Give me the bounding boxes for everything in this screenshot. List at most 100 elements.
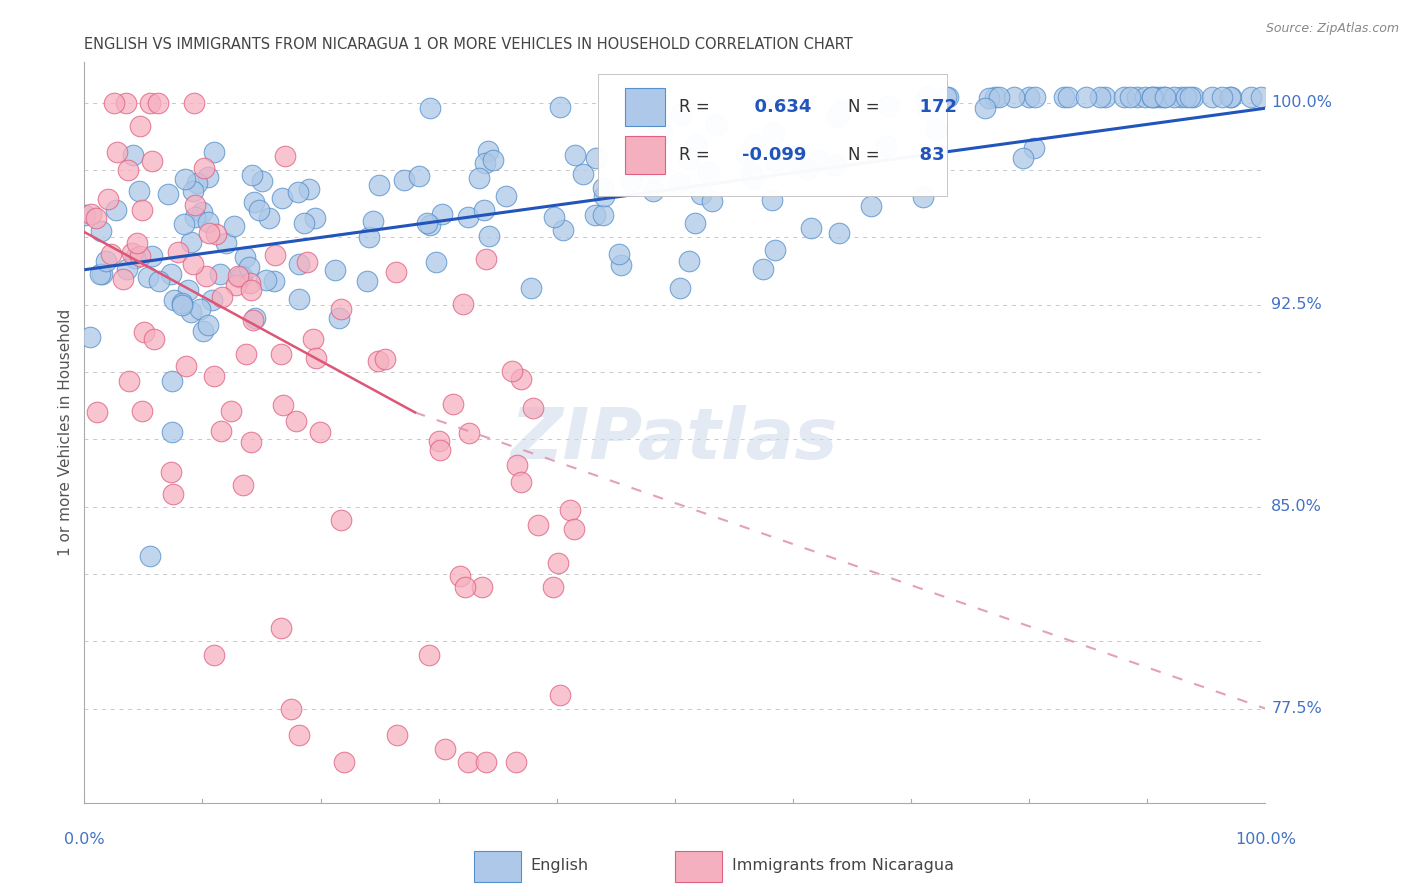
Point [245,311,267,326]
Text: 83: 83 [907,146,945,164]
Point [572,167,595,181]
Point [1119,90,1142,104]
Point [202,145,225,159]
Point [938,90,960,104]
Point [131,202,153,217]
Point [288,729,311,743]
Point [973,102,995,116]
Point [979,91,1001,105]
Point [685,137,707,152]
Point [454,581,477,595]
Point [1112,90,1135,104]
Point [295,254,318,268]
Point [215,235,238,250]
Point [593,189,616,203]
Text: N =: N = [848,98,880,116]
Point [271,191,294,205]
Point [1181,90,1204,104]
Point [183,198,205,212]
Point [505,756,527,770]
Point [292,216,315,230]
Text: 172: 172 [907,98,957,116]
Point [827,227,849,241]
FancyBboxPatch shape [474,851,522,882]
Point [620,174,643,188]
Point [184,210,207,224]
Point [543,210,565,224]
Point [323,263,346,277]
Point [100,247,122,261]
Point [607,246,630,260]
Point [328,311,350,326]
Point [197,215,219,229]
Point [138,95,160,110]
Text: Source: ZipAtlas.com: Source: ZipAtlas.com [1265,22,1399,36]
FancyBboxPatch shape [626,136,665,174]
Point [387,729,409,743]
Point [280,701,302,715]
Point [541,581,564,595]
Point [356,274,378,288]
Point [668,281,690,295]
Point [73,209,96,223]
Point [983,90,1005,104]
Point [181,184,204,198]
Point [1002,90,1025,104]
Point [433,742,456,756]
Text: 77.5%: 77.5% [1271,701,1322,716]
Point [107,145,129,159]
Point [877,99,900,113]
Point [118,374,141,388]
Point [1024,90,1046,104]
Point [763,154,786,169]
Point [167,244,190,259]
Point [197,169,219,184]
Point [988,90,1011,104]
Point [191,205,214,219]
Point [915,102,938,116]
Point [240,168,263,182]
Point [806,153,828,168]
Text: N =: N = [848,146,880,164]
Point [744,136,766,151]
Point [231,269,253,284]
Point [80,207,103,221]
Text: 0.0%: 0.0% [65,832,104,847]
Point [104,203,127,218]
Point [1018,90,1040,104]
Point [163,293,186,307]
Point [752,261,775,276]
Point [478,229,501,244]
Point [117,163,139,178]
Point [683,216,706,230]
Point [136,270,159,285]
Point [129,249,152,263]
Point [96,253,118,268]
Point [1143,90,1166,104]
Point [226,268,249,283]
Point [329,301,352,316]
Point [333,756,356,770]
Point [1149,90,1171,104]
Point [219,403,242,417]
Point [309,425,332,439]
Point [1153,90,1175,104]
Point [917,90,939,104]
Point [162,425,184,439]
Point [112,272,135,286]
Point [172,298,194,312]
Point [678,152,700,166]
Point [174,172,197,186]
Point [305,351,328,365]
Point [763,127,786,141]
Point [142,332,165,346]
Point [651,126,673,140]
Point [205,227,228,241]
Point [240,434,263,449]
Point [1135,90,1157,104]
Point [121,246,143,260]
Point [519,280,541,294]
Point [669,107,692,121]
Point [79,330,101,344]
Point [780,152,803,166]
